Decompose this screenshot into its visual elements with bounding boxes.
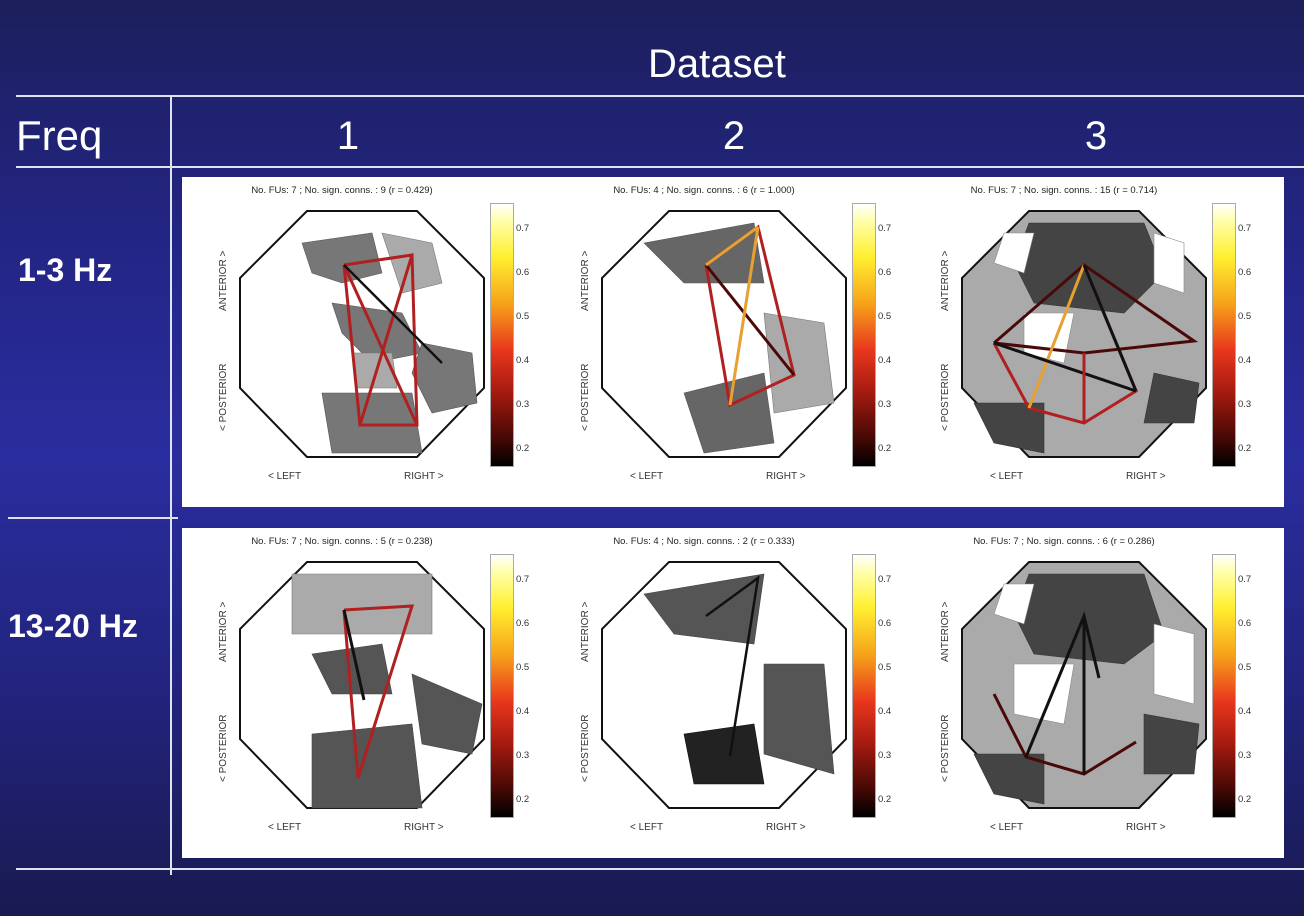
colorbar-tick: 0.6 (516, 267, 530, 278)
colorbar (852, 203, 876, 467)
colorbar-tick: 0.2 (1238, 794, 1252, 805)
plot-caption: No. FUs: 4 ; No. sign. conns. : 6 (r = 1… (613, 185, 795, 196)
axis-label-anterior: ANTERIOR > (218, 250, 229, 311)
plot-13-20hz-dataset-2: No. FUs: 4 ; No. sign. conns. : 2 (r = 0… (544, 532, 894, 848)
axis-label-right: RIGHT > (404, 822, 444, 833)
colorbar-tick: 0.2 (1238, 443, 1252, 454)
row-divider (8, 517, 178, 519)
brain-map (601, 210, 847, 458)
header-rule-top (16, 95, 1304, 97)
axis-label-right: RIGHT > (766, 471, 806, 482)
axis-label-left: < LEFT (630, 822, 664, 833)
colorbar-tick: 0.6 (878, 267, 892, 278)
plot-1-3hz-dataset-1: No. FUs: 7 ; No. sign. conns. : 9 (r = 0… (182, 181, 532, 497)
axis-label-anterior: ANTERIOR > (940, 601, 951, 662)
colorbar-tick: 0.3 (516, 750, 530, 761)
axis-label-anterior: ANTERIOR > (940, 250, 951, 311)
plot-13-20hz-dataset-3: No. FUs: 7 ; No. sign. conns. : 6 (r = 0… (904, 532, 1254, 848)
axis-label-posterior: < POSTERIOR (580, 714, 591, 782)
axis-label-right: RIGHT > (766, 822, 806, 833)
axis-label-posterior: < POSTERIOR (940, 714, 951, 782)
colorbar-tick: 0.7 (516, 223, 530, 234)
colorbar-tick: 0.6 (516, 618, 530, 629)
axis-label-right: RIGHT > (1126, 822, 1166, 833)
colorbar-tick: 0.3 (878, 399, 892, 410)
colorbar-tick: 0.3 (878, 750, 892, 761)
axis-label-right: RIGHT > (404, 471, 444, 482)
dataset-column-3: 3 (1084, 114, 1108, 158)
plot-caption: No. FUs: 7 ; No. sign. conns. : 15 (r = … (970, 185, 1158, 196)
row-label-13-20hz: 13-20 Hz (8, 608, 138, 644)
colorbar-tick: 0.3 (1238, 750, 1252, 761)
brain-map (961, 561, 1207, 809)
axis-label-anterior: ANTERIOR > (580, 601, 591, 662)
colorbar (490, 554, 514, 818)
colorbar-tick: 0.5 (878, 662, 892, 673)
colorbar-tick: 0.4 (516, 706, 530, 717)
colorbar-tick: 0.2 (516, 794, 530, 805)
colorbar-tick: 0.6 (1238, 618, 1252, 629)
colorbar-tick: 0.7 (516, 574, 530, 585)
axis-label-left: < LEFT (990, 471, 1024, 482)
colorbar-tick: 0.4 (1238, 706, 1252, 717)
colorbar-tick: 0.5 (516, 311, 530, 322)
plot-caption: No. FUs: 7 ; No. sign. conns. : 5 (r = 0… (251, 536, 433, 547)
axis-label-left: < LEFT (990, 822, 1024, 833)
colorbar-tick: 0.6 (1238, 267, 1252, 278)
colorbar-tick: 0.4 (878, 355, 892, 366)
axis-label-anterior: ANTERIOR > (580, 250, 591, 311)
table-rule-bottom (16, 868, 1304, 870)
row-panel-1-3hz: No. FUs: 7 ; No. sign. conns. : 9 (r = 0… (182, 177, 1284, 507)
axis-label-right: RIGHT > (1126, 471, 1166, 482)
colorbar (1212, 203, 1236, 467)
row-label-1-3hz: 1-3 Hz (18, 252, 113, 288)
colorbar-tick: 0.4 (516, 355, 530, 366)
row-panel-13-20hz: No. FUs: 7 ; No. sign. conns. : 5 (r = 0… (182, 528, 1284, 858)
colorbar-tick: 0.5 (516, 662, 530, 673)
colorbar (1212, 554, 1236, 818)
colorbar-tick: 0.3 (516, 399, 530, 410)
colorbar-tick: 0.5 (878, 311, 892, 322)
plot-1-3hz-dataset-3: No. FUs: 7 ; No. sign. conns. : 15 (r = … (904, 181, 1254, 497)
plot-caption: No. FUs: 7 ; No. sign. conns. : 9 (r = 0… (251, 185, 433, 196)
colorbar-tick: 0.4 (1238, 355, 1252, 366)
colorbar-tick: 0.2 (878, 443, 892, 454)
axis-label-left: < LEFT (268, 471, 302, 482)
table-title: Dataset (648, 42, 786, 86)
colorbar-tick: 0.4 (878, 706, 892, 717)
colorbar (852, 554, 876, 818)
brain-map (961, 210, 1207, 458)
colorbar-tick: 0.5 (1238, 662, 1252, 673)
colorbar-tick: 0.2 (878, 794, 892, 805)
colorbar-tick: 0.3 (1238, 399, 1252, 410)
dataset-column-1: 1 (336, 114, 360, 158)
colorbar (490, 203, 514, 467)
colorbar-tick: 0.6 (878, 618, 892, 629)
brain-map (239, 561, 485, 809)
column-divider (170, 95, 172, 875)
axis-label-posterior: < POSTERIOR (218, 363, 229, 431)
axis-label-posterior: < POSTERIOR (940, 363, 951, 431)
plot-caption: No. FUs: 7 ; No. sign. conns. : 6 (r = 0… (973, 536, 1155, 547)
plot-caption: No. FUs: 4 ; No. sign. conns. : 2 (r = 0… (613, 536, 795, 547)
axis-label-left: < LEFT (630, 471, 664, 482)
dataset-column-2: 2 (722, 114, 746, 158)
colorbar-tick: 0.7 (1238, 223, 1252, 234)
freq-column-header: Freq (16, 112, 103, 159)
axis-label-anterior: ANTERIOR > (218, 601, 229, 662)
brain-map (239, 210, 485, 458)
axis-label-posterior: < POSTERIOR (580, 363, 591, 431)
brain-map (601, 561, 847, 809)
plot-13-20hz-dataset-1: No. FUs: 7 ; No. sign. conns. : 5 (r = 0… (182, 532, 532, 848)
colorbar-tick: 0.7 (878, 223, 892, 234)
header-rule-bottom (16, 166, 1304, 168)
colorbar-tick: 0.7 (878, 574, 892, 585)
plot-1-3hz-dataset-2: No. FUs: 4 ; No. sign. conns. : 6 (r = 1… (544, 181, 894, 497)
colorbar-tick: 0.2 (516, 443, 530, 454)
colorbar-tick: 0.7 (1238, 574, 1252, 585)
colorbar-tick: 0.5 (1238, 311, 1252, 322)
axis-label-left: < LEFT (268, 822, 302, 833)
axis-label-posterior: < POSTERIOR (218, 714, 229, 782)
